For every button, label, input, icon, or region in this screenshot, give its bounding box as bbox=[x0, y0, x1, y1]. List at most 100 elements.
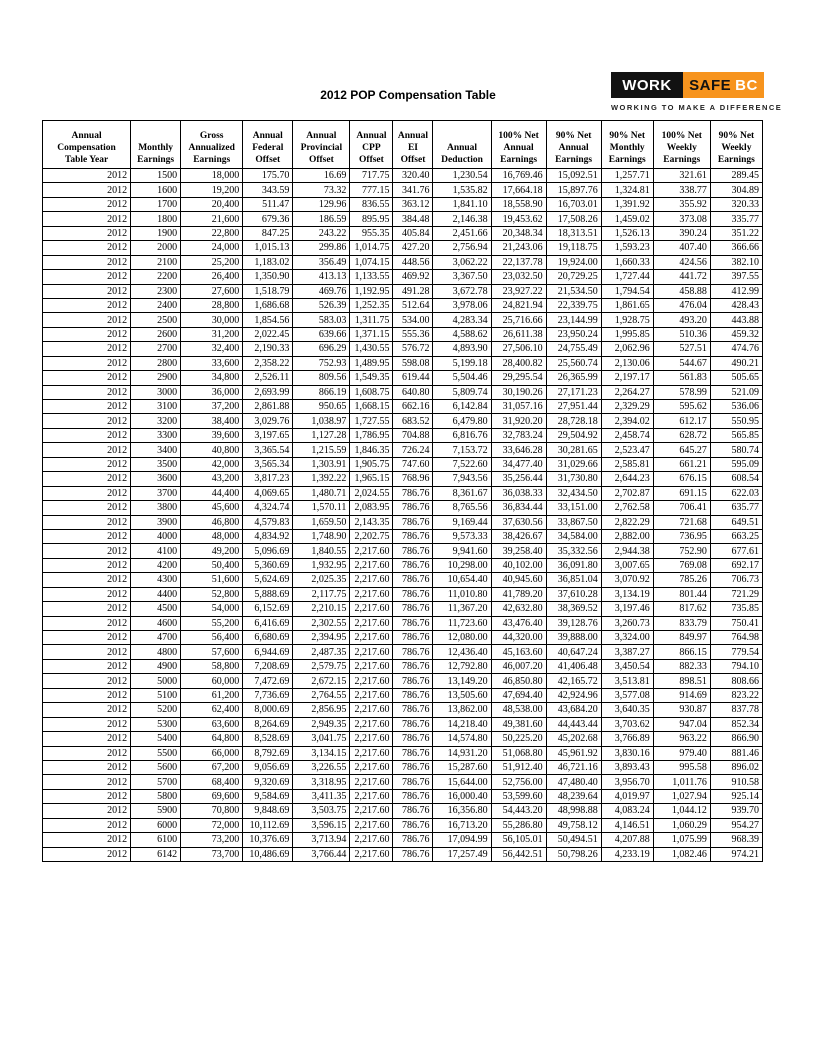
table-cell: 3,893.43 bbox=[600, 759, 654, 776]
table-cell: 2,217.60 bbox=[349, 832, 394, 848]
table-cell: 979.40 bbox=[652, 745, 711, 761]
table-cell: 640.80 bbox=[392, 384, 434, 401]
table-cell: 39,128.76 bbox=[545, 615, 602, 632]
table-cell: 817.62 bbox=[652, 601, 711, 617]
table-cell: 373.08 bbox=[652, 211, 711, 227]
table-cell: 955.35 bbox=[349, 225, 394, 242]
table-cell: 3,411.35 bbox=[292, 788, 351, 805]
table-cell: 2,217.60 bbox=[349, 572, 394, 588]
table-cell: 1500 bbox=[130, 167, 182, 184]
table-cell: 34,800 bbox=[180, 370, 244, 386]
table-cell: 2,822.29 bbox=[600, 514, 654, 530]
table-cell: 649.51 bbox=[709, 514, 764, 530]
table-cell: 2,861.88 bbox=[242, 398, 294, 415]
table-cell: 947.04 bbox=[652, 716, 711, 733]
table-cell: 3,672.78 bbox=[432, 283, 492, 299]
table-cell: 48,239.64 bbox=[545, 788, 602, 805]
table-cell: 2,217.60 bbox=[349, 774, 394, 790]
table-cell: 995.58 bbox=[652, 759, 711, 776]
table-cell: 786.76 bbox=[392, 528, 434, 545]
table-cell: 27,506.10 bbox=[490, 341, 547, 357]
table-cell: 2,644.23 bbox=[600, 471, 654, 487]
table-cell: 19,453.62 bbox=[490, 211, 547, 227]
table-cell: 2012 bbox=[41, 557, 132, 574]
table-cell: 17,257.49 bbox=[432, 846, 492, 863]
table-cell: 881.46 bbox=[709, 745, 764, 761]
table-cell: 679.36 bbox=[242, 211, 294, 227]
table-cell: 32,400 bbox=[180, 341, 244, 357]
table-cell: 2900 bbox=[130, 370, 182, 386]
table-cell: 20,400 bbox=[180, 196, 244, 213]
table-cell: 847.25 bbox=[242, 225, 294, 242]
table-row: 2012 3800 45,600 4,324.74 1,570.11 2,083.95 78… bbox=[41, 500, 764, 516]
table-cell: 1,593.23 bbox=[600, 240, 654, 256]
table-cell: 19,924.00 bbox=[545, 254, 602, 271]
table-cell: 490.21 bbox=[709, 355, 764, 372]
table-cell: 866.90 bbox=[709, 731, 764, 747]
table-cell: 2,579.75 bbox=[292, 658, 351, 675]
table-cell: 1,861.65 bbox=[600, 297, 654, 314]
table-cell: 717.75 bbox=[349, 167, 394, 184]
table-row: 2012 4500 54,000 6,152.69 2,210.15 2,217.60 78… bbox=[41, 601, 764, 617]
table-cell: 56,400 bbox=[180, 629, 244, 646]
table-cell: 2,143.35 bbox=[349, 514, 394, 530]
table-cell: 779.54 bbox=[709, 644, 764, 660]
table-cell: 3,596.15 bbox=[292, 817, 351, 834]
table-cell: 849.97 bbox=[652, 629, 711, 646]
table-cell: 777.15 bbox=[349, 182, 394, 198]
table-cell: 2012 bbox=[41, 615, 132, 632]
table-cell: 628.72 bbox=[652, 427, 711, 444]
table-row: 2012 4100 49,200 5,096.69 1,840.55 2,217.60 78… bbox=[41, 543, 764, 559]
table-row: 2012 1700 20,400 511.47 129.96 836.55 363.12 1,… bbox=[41, 196, 764, 213]
logo-safe-segment: SAFE BC bbox=[682, 72, 764, 98]
table-cell: 505.65 bbox=[709, 370, 764, 386]
table-cell: 2,062.96 bbox=[600, 341, 654, 357]
table-row: 2012 3400 40,800 3,365.54 1,215.59 1,846.35 72… bbox=[41, 442, 764, 458]
table-cell: 2800 bbox=[130, 355, 182, 372]
table-cell: 42,000 bbox=[180, 456, 244, 473]
table-row: 2012 4400 52,800 5,888.69 2,117.75 2,217.60 78… bbox=[41, 586, 764, 603]
table-cell: 22,800 bbox=[180, 225, 244, 242]
table-cell: 786.76 bbox=[392, 514, 434, 530]
table-cell: 4500 bbox=[130, 601, 182, 617]
table-cell: 41,789.20 bbox=[490, 586, 547, 603]
table-cell: 39,600 bbox=[180, 427, 244, 444]
table-cell: 8,528.69 bbox=[242, 731, 294, 747]
table-cell: 691.15 bbox=[652, 485, 711, 502]
compensation-table: Annual Compensation Table Year Monthly E… bbox=[41, 120, 764, 863]
table-cell: 2,451.66 bbox=[432, 225, 492, 242]
table-cell: 2012 bbox=[41, 211, 132, 227]
table-cell: 622.03 bbox=[709, 485, 764, 502]
table-row: 2012 5600 67,200 9,056.69 3,226.55 2,217.60 78… bbox=[41, 759, 764, 776]
table-cell: 40,945.60 bbox=[490, 572, 547, 588]
table-cell: 2012 bbox=[41, 514, 132, 530]
table-cell: 73.32 bbox=[292, 182, 351, 198]
table-cell: 9,169.44 bbox=[432, 514, 492, 530]
table-cell: 2,025.35 bbox=[292, 572, 351, 588]
table-cell: 10,486.69 bbox=[242, 846, 294, 863]
table-cell: 56,442.51 bbox=[490, 846, 547, 863]
table-cell: 31,200 bbox=[180, 326, 244, 343]
table-cell: 706.73 bbox=[709, 572, 764, 588]
table-cell: 5900 bbox=[130, 803, 182, 819]
table-cell: 4200 bbox=[130, 557, 182, 574]
table-row: 2012 4700 56,400 6,680.69 2,394.95 2,217.60 78… bbox=[41, 629, 764, 646]
table-cell: 6142 bbox=[130, 846, 182, 863]
table-row: 2012 2600 31,200 2,022.45 639.66 1,371.15 555.… bbox=[41, 326, 764, 343]
table-cell: 186.59 bbox=[292, 211, 351, 227]
table-cell: 2012 bbox=[41, 297, 132, 314]
table-cell: 801.44 bbox=[652, 586, 711, 603]
table-cell: 458.88 bbox=[652, 283, 711, 299]
table-cell: 67,200 bbox=[180, 759, 244, 776]
table-cell: 1,027.94 bbox=[652, 788, 711, 805]
header-annual-federal-offset: Annual Federal Offset bbox=[242, 120, 294, 169]
table-cell: 2,217.60 bbox=[349, 629, 394, 646]
table-cell: 3,978.06 bbox=[432, 297, 492, 314]
table-cell: 950.65 bbox=[292, 398, 351, 415]
header-annual-compensation-table-year: Annual Compensation Table Year bbox=[41, 120, 132, 169]
table-cell: 3,367.50 bbox=[432, 269, 492, 285]
table-cell: 2,217.60 bbox=[349, 716, 394, 733]
table-cell: 4,146.51 bbox=[600, 817, 654, 834]
table-cell: 54,443.20 bbox=[490, 803, 547, 819]
table-cell: 1,608.75 bbox=[349, 384, 394, 401]
